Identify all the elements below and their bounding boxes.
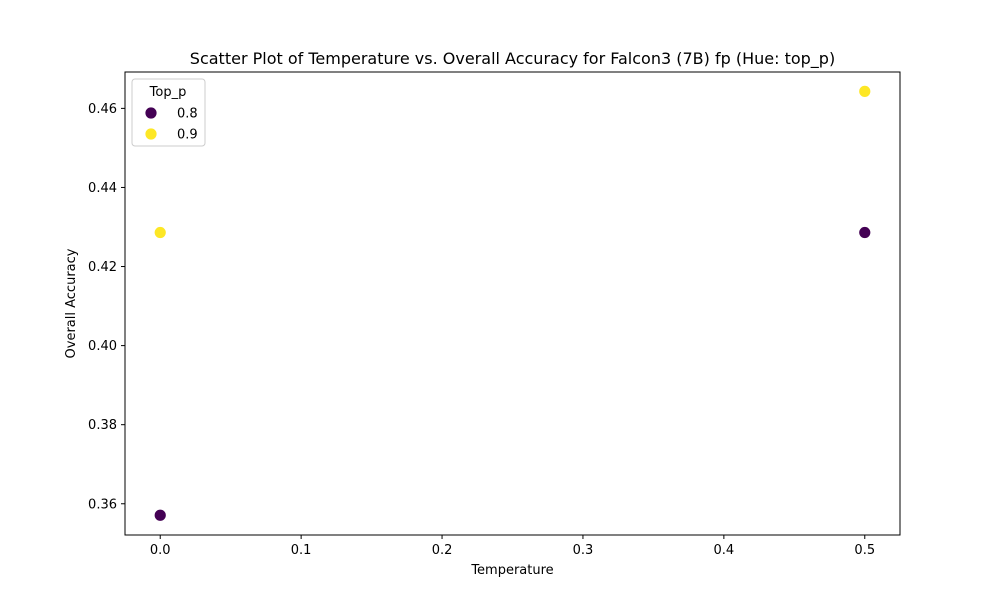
data-points [153, 84, 872, 522]
legend-marker [144, 127, 158, 141]
data-point [153, 226, 167, 239]
x-tick-label: 0.2 [432, 543, 453, 558]
y-tick-label: 0.36 [88, 497, 117, 512]
legend-marker [144, 106, 158, 120]
y-axis-label: Overall Accuracy [64, 248, 79, 358]
data-point [153, 508, 167, 522]
y-axis: 0.36 0.38 0.40 0.42 0.44 0.46 [88, 102, 125, 512]
x-tick-label: 0.4 [714, 543, 735, 558]
legend-title: Top_p [149, 85, 187, 100]
plot-area [124, 71, 901, 536]
y-tick-label: 0.40 [88, 339, 117, 354]
legend-label: 0.9 [177, 128, 198, 143]
y-tick-label: 0.44 [88, 181, 117, 196]
legend-items: 0.80.9 [144, 106, 198, 143]
data-point [858, 84, 872, 98]
x-axis: 0.0 0.1 0.2 0.3 0.4 0.5 [150, 535, 875, 558]
data-point [858, 226, 872, 239]
y-tick-label: 0.46 [88, 102, 117, 117]
x-tick-label: 0.3 [573, 543, 594, 558]
x-tick-label: 0.0 [150, 543, 171, 558]
chart-title: Scatter Plot of Temperature vs. Overall … [190, 49, 835, 69]
y-tick-label: 0.38 [88, 418, 117, 433]
x-tick-label: 0.5 [854, 543, 875, 558]
x-tick-label: 0.1 [291, 543, 312, 558]
legend: Top_p 0.80.9 [131, 78, 206, 147]
x-axis-label: Temperature [470, 563, 553, 578]
y-tick-label: 0.42 [88, 260, 117, 275]
legend-label: 0.8 [177, 107, 198, 122]
